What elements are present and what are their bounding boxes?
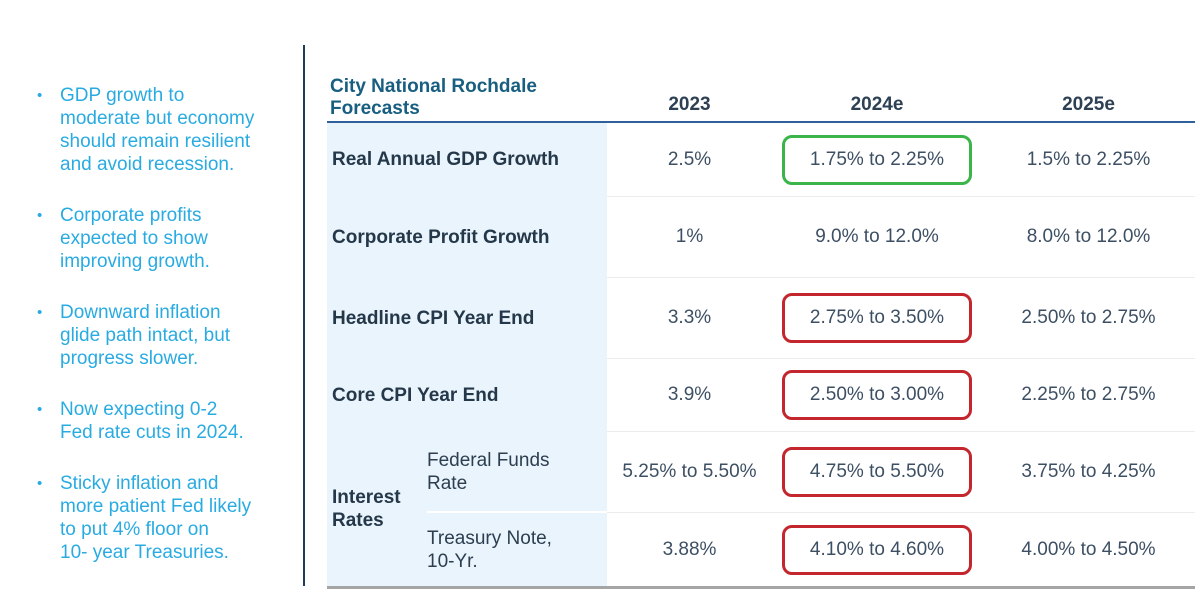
cell-2023: 3.9% xyxy=(667,384,712,405)
label-column-background xyxy=(327,123,607,586)
table-title: City National Rochdale Forecasts xyxy=(330,76,537,119)
bullet-text: GDP growth to moderate but economy shoul… xyxy=(60,85,255,175)
bullet-icon: • xyxy=(37,87,43,104)
table-bottom-border xyxy=(327,586,1195,589)
cell-2023: 5.25% to 5.50% xyxy=(622,461,757,482)
table-row: Core CPI Year End 3.9% 2.50% to 3.00% 2.… xyxy=(327,359,1195,432)
cell-2023: 3.3% xyxy=(667,307,712,328)
bullet-icon: • xyxy=(37,207,43,224)
cell-2024e: 4.75% to 5.50% xyxy=(772,432,982,512)
table-body: Real Annual GDP Growth 2.5% 1.75% to 2.2… xyxy=(327,123,1195,586)
bullet-item-gdp: • GDP growth to moderate but economy shou… xyxy=(35,84,297,176)
header-underline xyxy=(327,121,1195,123)
table-row: Treasury Note, 10-Yr. 3.88% 4.10% to 4.6… xyxy=(427,513,1195,586)
red-highlight-box: 4.10% to 4.60% xyxy=(782,524,972,575)
cell-2023: 2.5% xyxy=(667,148,712,170)
row-label: Federal Funds Rate xyxy=(427,432,607,513)
table-row: Real Annual GDP Growth 2.5% 1.75% to 2.2… xyxy=(327,123,1195,197)
cell-2023: 3.88% xyxy=(662,538,717,560)
bullet-text: Corporate profits expected to show impro… xyxy=(60,205,210,272)
cell-2024e: 4.10% to 4.60% xyxy=(772,513,982,586)
vertical-divider xyxy=(303,45,305,586)
table-row: Corporate Profit Growth 1% 9.0% to 12.0%… xyxy=(327,197,1195,278)
bullet-item-fed-cuts: • Now expecting 0-2 Fed rate cuts in 2024… xyxy=(35,398,297,444)
cell-2025e: 2.25% to 2.75% xyxy=(1021,384,1156,405)
red-highlight-box: 4.75% to 5.50% xyxy=(782,447,972,497)
row-label: Treasury Note, 10-Yr. xyxy=(427,527,552,572)
row-label: Real Annual GDP Growth xyxy=(332,149,559,170)
row-label: Core CPI Year End xyxy=(332,384,499,406)
bullet-item-profits: • Corporate profits expected to show impr… xyxy=(35,204,297,273)
group-label-interest-rates: Interest Rates xyxy=(332,487,401,531)
bullet-item-inflation: • Downward inflation glide path intact, b… xyxy=(35,301,297,370)
bullet-item-treasuries: • Sticky inflation and more patient Fed l… xyxy=(35,472,297,564)
row-label: Headline CPI Year End xyxy=(332,307,535,329)
commentary-panel: • GDP growth to moderate but economy shou… xyxy=(35,84,297,592)
bullet-text: Sticky inflation and more patient Fed li… xyxy=(60,473,252,563)
red-highlight-box: 2.75% to 3.50% xyxy=(782,293,972,343)
cell-2023: 1% xyxy=(675,226,704,247)
green-highlight-box: 1.75% to 2.25% xyxy=(782,134,972,185)
bullet-icon: • xyxy=(37,401,43,418)
bullet-text: Downward inflation glide path intact, bu… xyxy=(60,302,231,369)
cell-2025e: 4.00% to 4.50% xyxy=(1021,538,1156,560)
column-header-2024e: 2024e xyxy=(850,94,904,115)
table-row: Headline CPI Year End 3.3% 2.75% to 3.50… xyxy=(327,278,1195,359)
bullet-list: • GDP growth to moderate but economy shou… xyxy=(35,84,297,564)
cell-2024e: 1.75% to 2.25% xyxy=(772,123,982,196)
forecasts-table: City National Rochdale Forecasts 2023 20… xyxy=(327,65,1195,589)
table-header-row: City National Rochdale Forecasts 2023 20… xyxy=(327,65,1195,121)
red-highlight-box: 2.50% to 3.00% xyxy=(782,370,972,420)
cell-2025e: 2.50% to 2.75% xyxy=(1021,307,1156,328)
table-row: Federal Funds Rate 5.25% to 5.50% 4.75% … xyxy=(427,432,1195,513)
cell-2024e: 2.50% to 3.00% xyxy=(772,359,982,431)
cell-2024e: 2.75% to 3.50% xyxy=(772,278,982,358)
bullet-icon: • xyxy=(37,304,43,321)
interest-rates-section: Interest Rates Federal Funds Rate 5.25% … xyxy=(327,432,1195,586)
column-header-2023: 2023 xyxy=(668,94,711,115)
cell-2025e: 8.0% to 12.0% xyxy=(1026,226,1151,247)
cell-2025e: 1.5% to 2.25% xyxy=(1026,148,1151,170)
bullet-icon: • xyxy=(37,475,43,492)
cell-2025e: 3.75% to 4.25% xyxy=(1021,461,1156,482)
cell-2024e: 9.0% to 12.0% xyxy=(815,226,939,247)
bullet-text: Now expecting 0-2 Fed rate cuts in 2024. xyxy=(60,399,244,443)
column-header-2025e: 2025e xyxy=(1062,94,1115,115)
row-label: Corporate Profit Growth xyxy=(332,226,550,248)
